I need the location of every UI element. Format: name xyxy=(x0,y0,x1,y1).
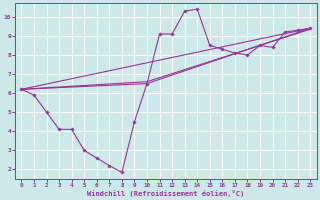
X-axis label: Windchill (Refroidissement éolien,°C): Windchill (Refroidissement éolien,°C) xyxy=(87,190,244,197)
